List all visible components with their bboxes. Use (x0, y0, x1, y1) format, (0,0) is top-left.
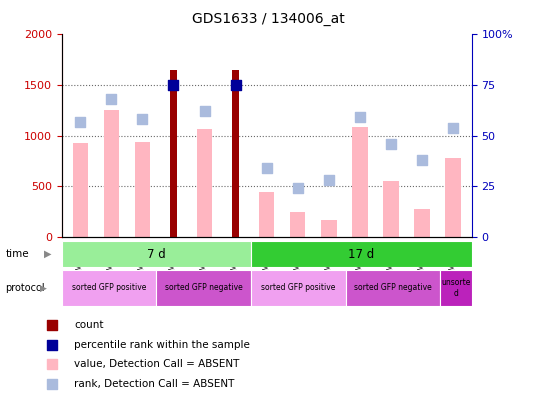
Point (48, 322, 57, 328)
Bar (352, 126, 368, 237)
Point (107, 96, 116, 102)
Bar (259, 192, 274, 237)
Bar (414, 209, 430, 237)
Text: protocol: protocol (5, 283, 45, 293)
Point (48, 381, 57, 387)
Point (355, 114, 364, 121)
Bar (445, 158, 461, 237)
Bar (321, 220, 337, 237)
Text: sorted GFP positive: sorted GFP positive (261, 284, 336, 292)
Bar (170, 70, 177, 237)
Text: time: time (5, 249, 29, 259)
Bar (440, 270, 472, 306)
Bar (251, 270, 346, 306)
Point (169, 82, 178, 88)
Bar (103, 111, 119, 237)
Text: ▶: ▶ (40, 284, 47, 292)
Text: count: count (74, 320, 103, 330)
Point (48, 341, 57, 348)
Bar (197, 129, 212, 237)
Point (232, 82, 240, 88)
Bar (383, 181, 399, 237)
Point (76, 118, 85, 125)
Bar (251, 241, 472, 267)
Point (293, 185, 302, 192)
Text: value, Detection Call = ABSENT: value, Detection Call = ABSENT (74, 359, 240, 369)
Point (449, 124, 457, 131)
Point (324, 177, 333, 183)
Bar (290, 211, 306, 237)
Point (200, 108, 209, 115)
Bar (346, 270, 440, 306)
Point (386, 141, 395, 147)
Bar (72, 143, 88, 237)
Point (48, 361, 57, 368)
Text: ▶: ▶ (44, 249, 51, 259)
Text: sorted GFP negative: sorted GFP negative (165, 284, 242, 292)
Text: rank, Detection Call = ABSENT: rank, Detection Call = ABSENT (74, 379, 235, 389)
Text: GDS1633 / 134006_at: GDS1633 / 134006_at (192, 12, 344, 26)
Bar (62, 270, 157, 306)
Text: sorted GFP negative: sorted GFP negative (354, 284, 431, 292)
Bar (135, 142, 150, 237)
Text: sorted GFP positive: sorted GFP positive (72, 284, 146, 292)
Point (263, 165, 271, 171)
Bar (62, 241, 251, 267)
Bar (157, 270, 251, 306)
Text: 17 d: 17 d (348, 247, 375, 261)
Text: 7 d: 7 d (147, 247, 166, 261)
Text: unsorte
d: unsorte d (441, 278, 471, 298)
Text: percentile rank within the sample: percentile rank within the sample (74, 340, 250, 350)
Point (418, 157, 426, 163)
Point (138, 116, 147, 123)
Bar (232, 70, 239, 237)
